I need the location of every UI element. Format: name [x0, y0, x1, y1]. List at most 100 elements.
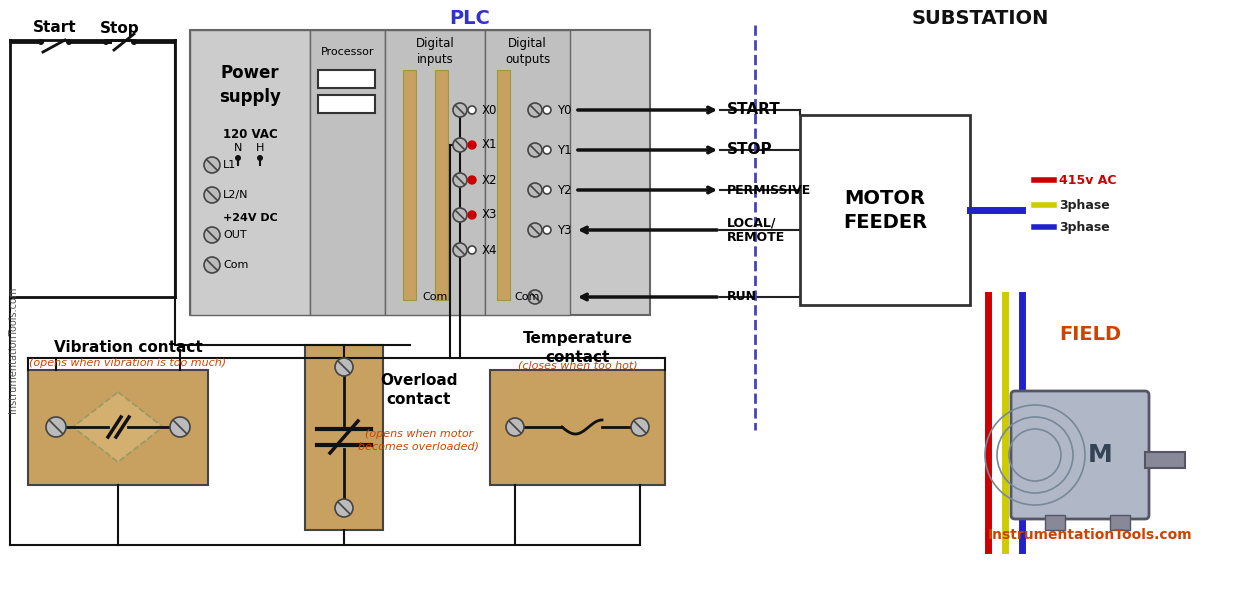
Circle shape — [335, 499, 353, 517]
Bar — [318, 70, 375, 88]
Text: X1: X1 — [482, 139, 498, 152]
Text: Power
supply: Power supply — [219, 64, 281, 106]
Polygon shape — [73, 392, 163, 462]
FancyBboxPatch shape — [1011, 391, 1149, 519]
Circle shape — [131, 39, 137, 45]
Text: Processor: Processor — [321, 47, 374, 57]
Circle shape — [204, 157, 220, 173]
Text: 120 VAC: 120 VAC — [223, 129, 277, 142]
Circle shape — [527, 290, 542, 304]
Text: Vibration contact: Vibration contact — [53, 340, 202, 356]
Bar — [1045, 515, 1065, 530]
Text: X0: X0 — [482, 103, 498, 116]
Text: 3phase: 3phase — [1058, 221, 1109, 234]
Bar — [189, 30, 650, 315]
Bar — [385, 30, 485, 315]
Circle shape — [468, 176, 475, 184]
Text: Y2: Y2 — [557, 183, 572, 196]
Text: InstrumentationTools.com: InstrumentationTools.com — [7, 287, 19, 413]
Text: L2/N: L2/N — [223, 190, 249, 200]
Circle shape — [204, 257, 220, 273]
Bar — [305, 345, 383, 530]
Text: (opens when motor
becomes overloaded): (opens when motor becomes overloaded) — [359, 429, 479, 451]
Bar — [318, 95, 375, 113]
Circle shape — [453, 103, 467, 117]
Text: Y1: Y1 — [557, 143, 572, 156]
Circle shape — [468, 211, 475, 219]
Circle shape — [527, 183, 542, 197]
Text: OUT: OUT — [223, 230, 246, 240]
Text: M: M — [1088, 443, 1113, 467]
Circle shape — [468, 106, 475, 114]
Text: (opens when vibration is too much): (opens when vibration is too much) — [30, 358, 227, 368]
Bar — [435, 70, 448, 300]
Circle shape — [204, 187, 220, 203]
Circle shape — [170, 417, 189, 437]
Circle shape — [527, 103, 542, 117]
Circle shape — [103, 39, 109, 45]
Bar — [28, 370, 208, 485]
Circle shape — [506, 418, 524, 436]
Circle shape — [258, 155, 262, 161]
Circle shape — [335, 358, 353, 376]
Text: MOTOR: MOTOR — [844, 188, 926, 208]
Circle shape — [46, 417, 66, 437]
Circle shape — [38, 39, 45, 45]
Circle shape — [543, 106, 551, 114]
Text: Y0: Y0 — [557, 103, 572, 116]
Circle shape — [631, 418, 649, 436]
Text: Digital
outputs: Digital outputs — [505, 38, 550, 67]
Text: X2: X2 — [482, 173, 498, 186]
Bar — [189, 30, 310, 315]
Circle shape — [453, 138, 467, 152]
Text: PERMISSIVE: PERMISSIVE — [727, 183, 811, 196]
Text: Digital
inputs: Digital inputs — [416, 38, 454, 67]
Circle shape — [527, 223, 542, 237]
Bar — [310, 30, 385, 315]
Bar — [1145, 452, 1185, 468]
Text: Com: Com — [515, 292, 540, 302]
Circle shape — [468, 246, 475, 254]
Text: 415v AC: 415v AC — [1058, 173, 1117, 186]
Bar — [496, 70, 510, 300]
Circle shape — [453, 173, 467, 187]
Text: Com: Com — [223, 260, 249, 270]
Bar — [1110, 515, 1130, 530]
Bar — [404, 70, 416, 300]
Text: FEEDER: FEEDER — [843, 212, 927, 231]
Text: Start: Start — [33, 21, 77, 35]
Text: X3: X3 — [482, 208, 498, 221]
Circle shape — [543, 226, 551, 234]
Text: 3phase: 3phase — [1058, 198, 1109, 211]
Circle shape — [543, 186, 551, 194]
Text: PLC: PLC — [449, 8, 490, 28]
Text: RUN: RUN — [727, 290, 756, 303]
Circle shape — [468, 141, 475, 149]
Text: (closes when too hot): (closes when too hot) — [517, 360, 638, 370]
Text: START: START — [727, 103, 781, 117]
Text: H: H — [256, 143, 264, 153]
Circle shape — [66, 39, 72, 45]
Circle shape — [543, 146, 551, 154]
Text: Stop: Stop — [100, 21, 140, 35]
Text: InstrumentationTools.com: InstrumentationTools.com — [988, 528, 1192, 542]
Text: Temperature
contact: Temperature contact — [522, 331, 633, 365]
Text: Com: Com — [422, 292, 448, 302]
Text: Overload
contact: Overload contact — [380, 373, 458, 407]
Text: SUBSTATION: SUBSTATION — [911, 8, 1049, 28]
Text: Y3: Y3 — [557, 224, 572, 237]
Text: +24V DC: +24V DC — [223, 213, 277, 223]
Text: L1: L1 — [223, 160, 236, 170]
Circle shape — [527, 143, 542, 157]
Circle shape — [204, 227, 220, 243]
Text: N: N — [234, 143, 243, 153]
Text: STOP: STOP — [727, 143, 773, 158]
Text: LOCAL/
REMOTE: LOCAL/ REMOTE — [727, 216, 785, 244]
Bar — [485, 30, 569, 315]
Circle shape — [453, 208, 467, 222]
Bar — [490, 370, 665, 485]
Text: X4: X4 — [482, 244, 498, 257]
Bar — [800, 115, 971, 305]
Circle shape — [453, 243, 467, 257]
Text: FIELD: FIELD — [1058, 326, 1122, 345]
